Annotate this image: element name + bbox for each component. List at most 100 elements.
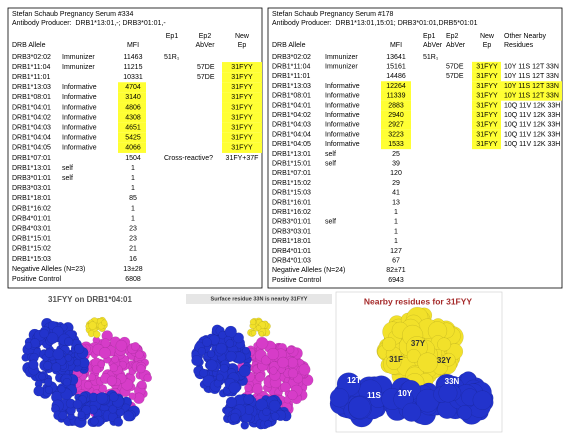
atom-sphere bbox=[268, 399, 281, 412]
atom-sphere bbox=[93, 330, 101, 339]
table-cell: 10Y 11S 12T 33N bbox=[504, 83, 559, 90]
table-cell: 23 bbox=[129, 226, 137, 233]
atom-sphere bbox=[438, 383, 458, 403]
atom-sphere bbox=[24, 341, 33, 350]
table-cell: DRB1*16:02 bbox=[12, 205, 51, 212]
atom-sphere bbox=[442, 352, 456, 367]
table-cell: Informative bbox=[62, 114, 97, 121]
table-cell: 13±28 bbox=[123, 266, 143, 273]
table-cell: DRB1*11:04 bbox=[272, 64, 311, 71]
column-header: Ep2 bbox=[199, 33, 212, 40]
table-cell: Negative Alleles (N=24) bbox=[272, 267, 345, 274]
atom-sphere bbox=[137, 380, 147, 390]
atom-sphere bbox=[267, 347, 280, 361]
atom-sphere bbox=[84, 381, 93, 390]
table-cell: 31FYY bbox=[476, 112, 498, 119]
residue-label: 37Y bbox=[411, 339, 426, 348]
table-cell: 39 bbox=[392, 161, 400, 168]
caption-box bbox=[186, 294, 332, 304]
atom-sphere bbox=[386, 354, 402, 370]
table-cell: DRB1*04:05 bbox=[272, 141, 311, 148]
atom-sphere bbox=[225, 350, 237, 362]
atom-sphere bbox=[255, 372, 265, 383]
atom-sphere bbox=[88, 321, 97, 330]
table-cell: DRB1*16:01 bbox=[272, 199, 311, 206]
table-cell: 1 bbox=[131, 175, 135, 182]
table-cell: 12264 bbox=[386, 83, 406, 90]
residue-label: 12T bbox=[347, 376, 361, 385]
atom-sphere bbox=[249, 318, 257, 326]
atom-sphere bbox=[287, 368, 298, 379]
table-border bbox=[267, 7, 563, 289]
atom-sphere bbox=[269, 366, 278, 375]
atom-sphere bbox=[28, 359, 39, 370]
table-cell: 10Q 11V 12K 33H bbox=[504, 131, 560, 138]
atom-sphere bbox=[111, 355, 119, 364]
table-cell: DRB3*02:02 bbox=[272, 54, 311, 61]
atom-sphere bbox=[202, 337, 212, 347]
residue-label: 33N bbox=[445, 377, 460, 386]
table-cell: 31FYY bbox=[476, 102, 498, 109]
table-cell: 21 bbox=[129, 246, 137, 253]
table-cell: 10Q 11V 12K 33H bbox=[504, 141, 560, 148]
table-cell: 31FYY bbox=[231, 135, 253, 142]
column-header: DRB Allele bbox=[272, 42, 306, 49]
atom-sphere bbox=[77, 411, 86, 419]
table-cell: 4651 bbox=[125, 125, 141, 132]
table-cell: 31FY+37F bbox=[226, 155, 259, 162]
cell-highlight bbox=[118, 132, 146, 143]
column-header: Ep1 bbox=[166, 33, 179, 40]
table-cell: 11339 bbox=[387, 93, 406, 100]
atom-sphere bbox=[228, 381, 241, 394]
atom-sphere bbox=[44, 348, 54, 358]
table-cell: Cross-reactive? bbox=[164, 155, 213, 162]
table-cell: DRB1*07:01 bbox=[272, 170, 311, 177]
table-cell: DRB4*01:01 bbox=[272, 248, 311, 255]
table-cell: 31FYY bbox=[476, 141, 498, 148]
table-cell: DRB1*04:05 bbox=[12, 145, 51, 152]
atom-sphere bbox=[244, 383, 253, 392]
atom-sphere bbox=[199, 368, 208, 378]
cell-highlight bbox=[222, 72, 262, 83]
table-cell: 10Q 11V 12K 33H bbox=[504, 122, 560, 129]
table-subtitle: Antibody Producer: DRB1*13:01,15:01; DRB… bbox=[272, 20, 478, 27]
atom-sphere bbox=[277, 356, 289, 369]
atom-sphere bbox=[135, 350, 144, 359]
table-cell: 25 bbox=[392, 151, 400, 158]
table-cell: DRB1*16:02 bbox=[272, 209, 311, 216]
table-cell: Positive Control bbox=[12, 276, 61, 283]
atom-sphere bbox=[280, 381, 291, 393]
cell-highlight bbox=[501, 81, 562, 91]
table-cell: 1 bbox=[394, 209, 398, 216]
table-cell: 13 bbox=[392, 199, 400, 206]
cell-highlight bbox=[222, 142, 262, 153]
atom-sphere bbox=[51, 362, 62, 373]
atom-sphere bbox=[46, 332, 59, 344]
column-header: DRB Allele bbox=[12, 42, 46, 49]
atom-sphere bbox=[348, 396, 371, 419]
atom-sphere bbox=[224, 325, 237, 338]
table-cell: 31FYY bbox=[476, 83, 498, 90]
cell-highlight bbox=[118, 142, 146, 153]
cell-highlight bbox=[118, 112, 146, 123]
table-cell: 1 bbox=[394, 238, 398, 245]
atom-sphere bbox=[99, 347, 111, 359]
table-cell: 3140 bbox=[125, 94, 141, 101]
atom-sphere bbox=[219, 363, 229, 373]
table-cell: DRB1*04:03 bbox=[272, 122, 311, 129]
table-cell: DRB1*15:01 bbox=[272, 161, 311, 168]
table-subtitle: Antibody Producer: DRB1*13:01,-; DRB3*01… bbox=[12, 20, 166, 27]
cell-highlight bbox=[472, 71, 501, 82]
atom-sphere bbox=[242, 346, 250, 355]
atom-sphere bbox=[197, 347, 206, 356]
table-cell: 4308 bbox=[125, 114, 141, 121]
table-cell: 10Q 11V 12K 33H bbox=[504, 102, 560, 109]
table-cell: 4066 bbox=[125, 145, 141, 152]
table-cell: 15161 bbox=[386, 64, 406, 71]
table-cell: DRB1*15:01 bbox=[12, 236, 51, 243]
cell-highlight bbox=[222, 92, 262, 103]
table-cell: 31FYY bbox=[231, 114, 253, 121]
atom-sphere bbox=[258, 331, 265, 337]
table-cell: 51R₁ bbox=[164, 54, 180, 61]
